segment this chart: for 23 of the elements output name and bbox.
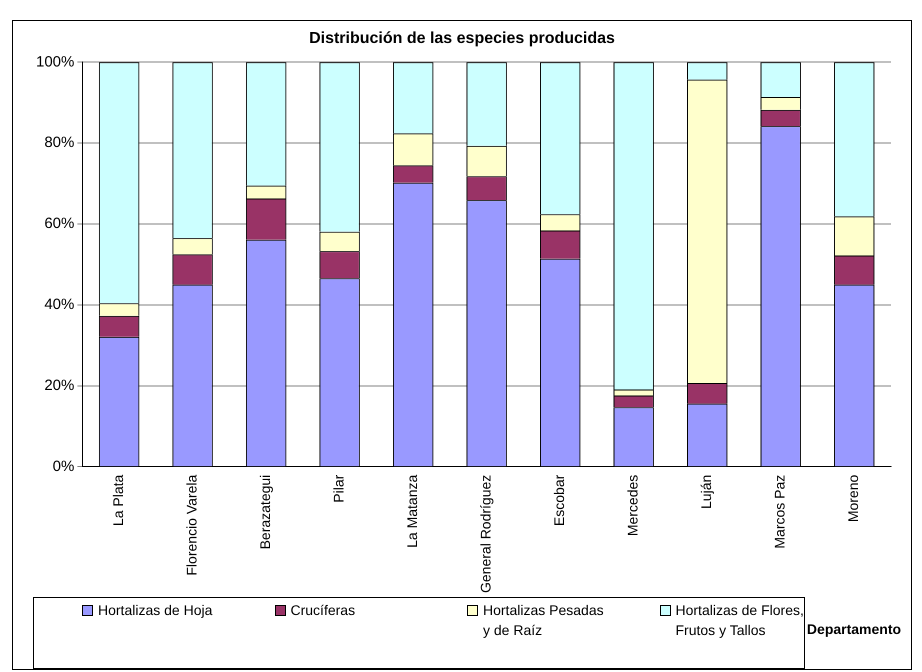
chart-title: Distribución de las especies producidas — [309, 30, 616, 48]
legend-label: Crucíferas — [290, 601, 356, 620]
x-tick-label: Marcos Paz — [772, 474, 788, 549]
x-tick-label: La Plata — [110, 474, 126, 526]
x-tick-label: La Matanza — [404, 474, 420, 548]
x-axis-title: Departamento — [806, 621, 902, 637]
legend-label: Hortalizas de Hoja — [98, 601, 212, 620]
legend-label: Hortalizas de Flores, Frutos y Tallos — [676, 601, 804, 640]
x-tick-label: Escobar — [551, 474, 568, 526]
x-tick-label: Luján — [698, 474, 714, 509]
x-tick-label: Moreno — [845, 474, 862, 522]
legend-label: Hortalizas Pesadas y de Raíz — [483, 601, 605, 640]
y-tick-label: 80% — [44, 134, 74, 152]
y-tick-label: 0% — [52, 458, 74, 475]
x-tick-label: Florencio Varela — [183, 474, 200, 576]
y-tick-label: 20% — [44, 376, 74, 394]
y-tick-label: 100% — [36, 53, 74, 70]
x-tick-label: Pilar — [330, 474, 347, 503]
x-tick-label: Mercedes — [624, 474, 641, 536]
x-tick-label: Berazategui — [257, 474, 274, 550]
y-tick-label: 60% — [44, 215, 74, 232]
y-tick-label: 40% — [44, 296, 74, 314]
x-tick-label: General Rodríguez — [478, 474, 494, 594]
